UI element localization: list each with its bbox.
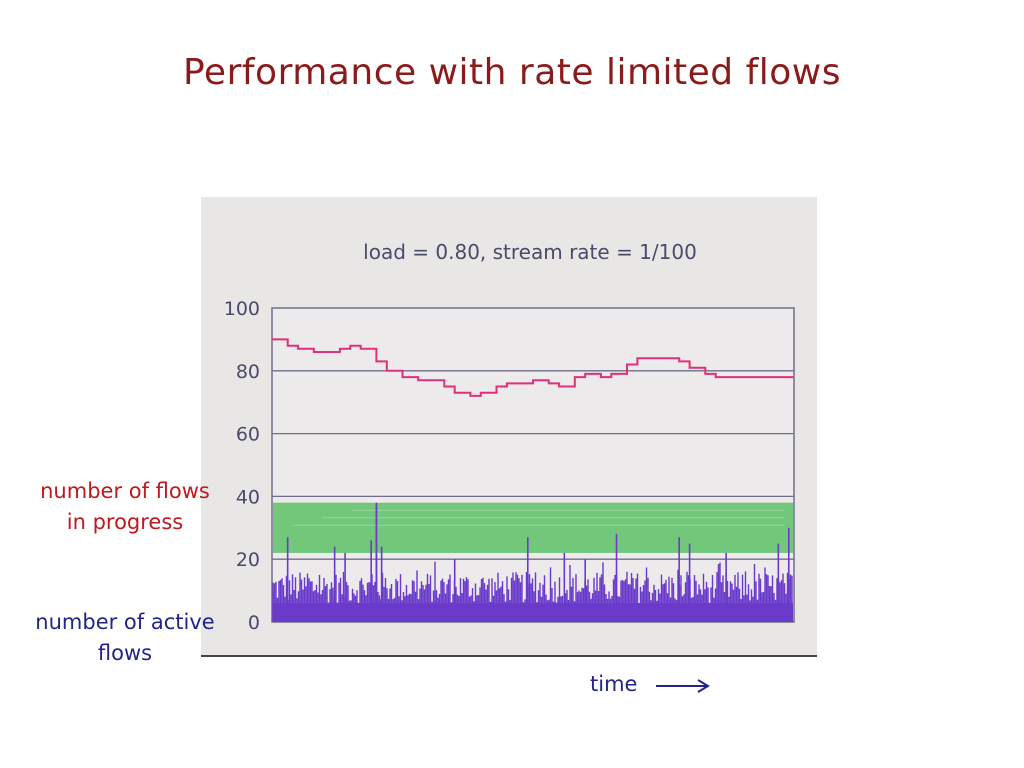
y-tick-label: 0: [248, 612, 260, 634]
grid-layer: [271, 307, 795, 623]
plot-area: [271, 307, 795, 623]
y-tick-label: 100: [224, 298, 260, 320]
flows-in-progress-label: number of flows in progress: [40, 479, 210, 534]
chart-title: load = 0.80, stream rate = 1/100: [363, 240, 697, 264]
flows-in-progress-layer: [271, 338, 795, 397]
flows-in-progress-line: [272, 338, 794, 397]
chart-svg: load = 0.80, stream rate = 1/100 0 20 40 60…: [224, 240, 795, 634]
y-tick-labels: 0 20 40 60 80 100: [224, 298, 260, 634]
active-flows-layer: [272, 502, 793, 622]
time-arrow-icon: [656, 679, 710, 693]
y-tick-label: 40: [236, 486, 260, 508]
active-flows-label: number of active flows: [35, 610, 215, 665]
y-tick-label: 60: [236, 424, 260, 446]
time-axis-line: [201, 655, 817, 657]
band-layer: [273, 502, 793, 553]
time-label: time: [590, 672, 638, 696]
active-flows-base: [273, 603, 793, 622]
flows-band: [273, 502, 793, 553]
y-tick-label: 80: [236, 361, 260, 383]
chart-panel: load = 0.80, stream rate = 1/100 0 20 40 60…: [201, 197, 817, 655]
y-tick-label: 20: [236, 549, 260, 571]
slide-title: Performance with rate limited flows: [183, 52, 841, 93]
